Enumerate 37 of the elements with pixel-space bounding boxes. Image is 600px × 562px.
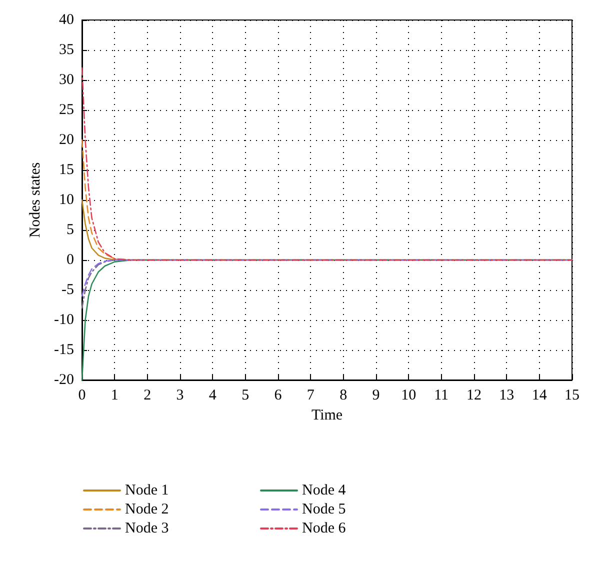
x-tick-label: 9	[372, 388, 380, 404]
x-tick-label: 15	[564, 388, 580, 404]
y-tick-label: 35	[59, 42, 74, 58]
x-tick-label: 12	[466, 388, 482, 404]
legend-label: Node 4	[302, 482, 346, 498]
x-tick-label: 0	[78, 388, 86, 404]
x-tick-label: 14	[532, 388, 548, 404]
y-tick-label: 10	[59, 192, 74, 208]
y-tick-label: 0	[66, 252, 74, 268]
y-axis-title: Nodes states	[28, 162, 44, 238]
x-tick-label: 6	[274, 388, 282, 404]
x-tick-label: 10	[401, 388, 416, 404]
legend-label: Node 1	[125, 482, 169, 498]
x-tick-label: 11	[434, 388, 449, 404]
y-tick-label: 20	[59, 132, 74, 148]
legend-label: Node 5	[302, 502, 346, 518]
legend-label: Node 2	[125, 502, 169, 518]
y-tick-label: 30	[59, 72, 74, 88]
y-tick-label: -5	[62, 282, 74, 298]
x-tick-label: 1	[110, 388, 118, 404]
y-tick-label: 25	[59, 102, 74, 118]
x-tick-label: 8	[340, 388, 348, 404]
y-tick-label: 40	[59, 12, 74, 28]
y-tick-label: -20	[54, 372, 74, 388]
x-tick-label: 7	[306, 388, 315, 404]
x-tick-label: 13	[499, 388, 514, 404]
x-tick-label: 3	[176, 388, 184, 404]
x-tick-label: 5	[242, 388, 250, 404]
legend-label: Node 6	[302, 520, 346, 536]
legend-label: Node 3	[125, 520, 169, 536]
y-tick-label: -10	[54, 312, 74, 328]
y-tick-label: -15	[54, 342, 74, 358]
x-axis-title: Time	[311, 408, 343, 424]
x-tick-label: 4	[208, 388, 217, 404]
x-tick-label: 2	[144, 388, 152, 404]
y-tick-label: 5	[66, 222, 74, 238]
y-tick-label: 15	[59, 162, 74, 178]
